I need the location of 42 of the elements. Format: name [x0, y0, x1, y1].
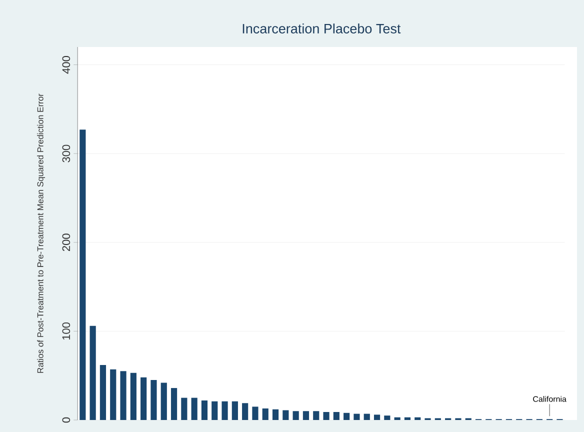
bar	[333, 412, 340, 420]
bar	[394, 417, 400, 420]
bar	[100, 364, 106, 420]
bar	[292, 411, 299, 420]
bar	[384, 416, 390, 420]
bar	[181, 398, 188, 420]
bar	[201, 400, 208, 420]
bar	[110, 369, 116, 420]
bar	[232, 401, 238, 420]
chart-title: Incarceration Placebo Test	[242, 24, 401, 34]
bar	[222, 401, 228, 420]
bar	[354, 414, 360, 420]
bar	[404, 417, 411, 420]
y-tick-label: 100	[62, 322, 70, 340]
bar	[150, 380, 157, 420]
y-tick-label: 400	[62, 56, 70, 74]
bar	[160, 382, 167, 420]
bar	[120, 371, 126, 420]
bar	[191, 398, 198, 420]
y-tick-label: 0	[62, 417, 70, 423]
bar	[272, 409, 279, 420]
bar	[344, 412, 350, 420]
y-axis-title: Ratios of Post-Treatment to Pre-Treatment Mean Squared Prediction Error	[37, 94, 46, 373]
data-label: California	[533, 396, 566, 402]
bar	[212, 401, 218, 420]
y-tick-label: 200	[62, 234, 70, 252]
bar	[252, 406, 258, 420]
bar	[130, 372, 136, 420]
bar	[262, 408, 268, 420]
bar	[364, 414, 370, 420]
bar	[242, 403, 248, 420]
y-tick-label: 300	[62, 144, 70, 162]
bar	[414, 417, 421, 420]
bar	[90, 326, 96, 420]
bar	[313, 411, 320, 420]
bar	[374, 414, 380, 420]
bar	[302, 411, 310, 420]
bar	[80, 130, 86, 420]
bar	[282, 410, 289, 420]
bar	[140, 377, 147, 420]
bar	[323, 412, 330, 420]
bar	[170, 388, 178, 420]
